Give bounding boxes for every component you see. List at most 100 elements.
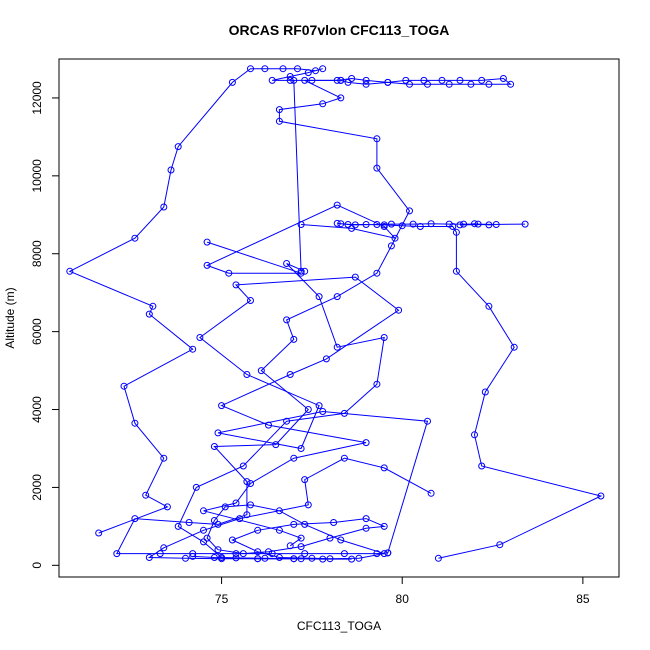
data-point [348, 555, 356, 563]
data-point [362, 221, 370, 228]
x-axis: 75 80 85 [215, 577, 590, 606]
y-tick-label: 8000 [30, 240, 44, 267]
data-point [160, 454, 168, 462]
data-point [301, 520, 309, 528]
data-point [391, 234, 399, 242]
data-point [290, 76, 298, 84]
data-point [294, 65, 301, 73]
data-point [203, 534, 211, 542]
data-point [297, 445, 305, 452]
data-point [340, 409, 348, 417]
data-point [319, 100, 327, 108]
data-point [275, 554, 283, 561]
data-point [66, 267, 74, 275]
data-point [160, 203, 168, 211]
x-tick-label: 75 [215, 592, 229, 606]
data-point [319, 65, 327, 73]
data-point [247, 480, 254, 487]
data-point [427, 489, 435, 497]
data-point [362, 439, 370, 447]
data-point [221, 503, 229, 511]
data-point [373, 135, 381, 143]
data-point [254, 548, 262, 556]
data-point [351, 221, 359, 229]
data-point [228, 536, 236, 544]
data-point [340, 550, 348, 558]
data-point [406, 207, 413, 215]
data-point [373, 164, 381, 172]
data-point [131, 234, 139, 242]
data-point [471, 431, 478, 439]
x-tick-label: 85 [576, 592, 590, 606]
data-point [492, 221, 500, 228]
data-point [384, 78, 392, 86]
data-point [362, 76, 370, 84]
data-point [333, 219, 341, 227]
series-line-transfer-8 [293, 80, 302, 272]
data-point [478, 76, 486, 84]
data-point [203, 261, 211, 269]
data-point [337, 76, 345, 84]
data-point [243, 511, 251, 519]
data-point [409, 220, 417, 228]
data-point [290, 335, 298, 343]
data-point [362, 80, 370, 88]
data-point [189, 345, 197, 353]
data-point [380, 464, 388, 472]
data-point [337, 94, 345, 102]
data-point [214, 429, 222, 437]
data-point [283, 316, 291, 324]
data-point [344, 78, 352, 86]
data-point [398, 222, 406, 230]
data-point [145, 554, 153, 561]
data-point [214, 546, 222, 554]
data-point [257, 367, 265, 375]
data-point [228, 78, 236, 86]
data-point [449, 223, 457, 230]
data-point [268, 76, 276, 84]
series-group [66, 65, 605, 563]
data-point [243, 371, 251, 378]
data-point [384, 549, 392, 557]
data-point [485, 221, 493, 229]
data-point [283, 260, 291, 267]
data-point [301, 267, 309, 275]
data-point [406, 80, 413, 88]
data-point [189, 550, 197, 558]
data-point [373, 269, 381, 277]
data-point [113, 550, 121, 558]
data-point [499, 75, 507, 82]
data-point [95, 529, 103, 537]
data-point [380, 522, 388, 530]
data-point [337, 220, 345, 228]
data-point [163, 503, 171, 511]
series-line-profile-2 [147, 457, 432, 560]
data-point [304, 69, 312, 77]
data-point [243, 478, 251, 486]
data-point [340, 454, 348, 462]
plot-frame [58, 58, 620, 578]
data-point [297, 543, 305, 551]
y-tick-label: 4000 [30, 396, 44, 423]
data-point [149, 302, 157, 310]
data-point [185, 519, 193, 526]
data-point [275, 526, 283, 534]
data-point [507, 80, 515, 88]
data-point [297, 221, 305, 228]
data-point [373, 380, 381, 388]
data-point [427, 220, 435, 228]
series-line-profile-3 [68, 68, 513, 534]
data-point [247, 297, 254, 304]
data-point [268, 550, 276, 558]
data-point [265, 421, 272, 429]
data-point [481, 388, 489, 396]
data-point [460, 220, 468, 228]
data-point [247, 501, 254, 509]
data-point [301, 550, 309, 558]
data-point [424, 417, 431, 425]
data-point [232, 499, 240, 507]
data-point [319, 408, 327, 415]
y-tick-label: 0 [30, 562, 44, 569]
data-point [182, 554, 189, 562]
data-point [351, 273, 359, 281]
